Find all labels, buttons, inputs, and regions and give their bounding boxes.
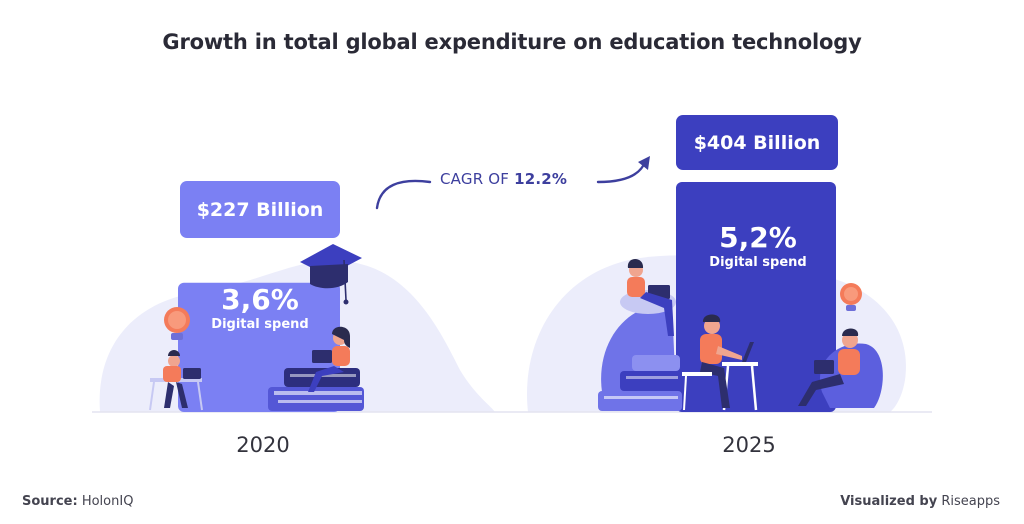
graduation-cap-icon xyxy=(300,244,362,305)
digital-label-2025: Digital spend xyxy=(709,255,807,270)
sitting-woman xyxy=(620,259,676,336)
digital-label-2020: Digital spend xyxy=(211,317,309,332)
source-label: Source: xyxy=(22,494,78,509)
category-label-2020: 2020 xyxy=(236,433,290,457)
arrow-icon xyxy=(375,156,650,210)
bar-2025 xyxy=(676,182,836,412)
chart-title: Growth in total global expenditure on ed… xyxy=(162,30,862,54)
source-value: HolonIQ xyxy=(81,494,134,509)
credit-label: Visualized by xyxy=(840,494,938,509)
credit-note: Visualized by Riseapps xyxy=(840,494,1000,509)
desk-man xyxy=(682,314,758,411)
cagr-prefix: CAGR OF xyxy=(440,170,510,188)
books-stack-right xyxy=(598,355,682,411)
bean-bag-man xyxy=(798,328,883,408)
category-label-2025: 2025 xyxy=(722,433,776,457)
bar-text-2020: 3,6% Digital spend xyxy=(196,284,324,334)
cagr-value: 12.2% xyxy=(514,170,568,188)
reading-person xyxy=(308,326,350,392)
desk-person-left xyxy=(149,350,203,411)
cagr-annotation: CAGR OF 12.2% xyxy=(440,170,590,188)
lightbulb-icon xyxy=(840,283,862,311)
value-label-2025: $404 Billion xyxy=(676,115,838,170)
value-label-2020: $227 Billion xyxy=(180,181,340,238)
lightbulb-icon xyxy=(164,307,190,340)
digital-share-2025: 5,2% xyxy=(719,221,797,254)
credit-value: Riseapps xyxy=(941,494,1000,509)
source-note: Source: HolonIQ xyxy=(22,494,133,509)
bar-text-2025: 5,2% Digital spend xyxy=(680,222,836,272)
digital-share-2020: 3,6% xyxy=(221,283,299,316)
